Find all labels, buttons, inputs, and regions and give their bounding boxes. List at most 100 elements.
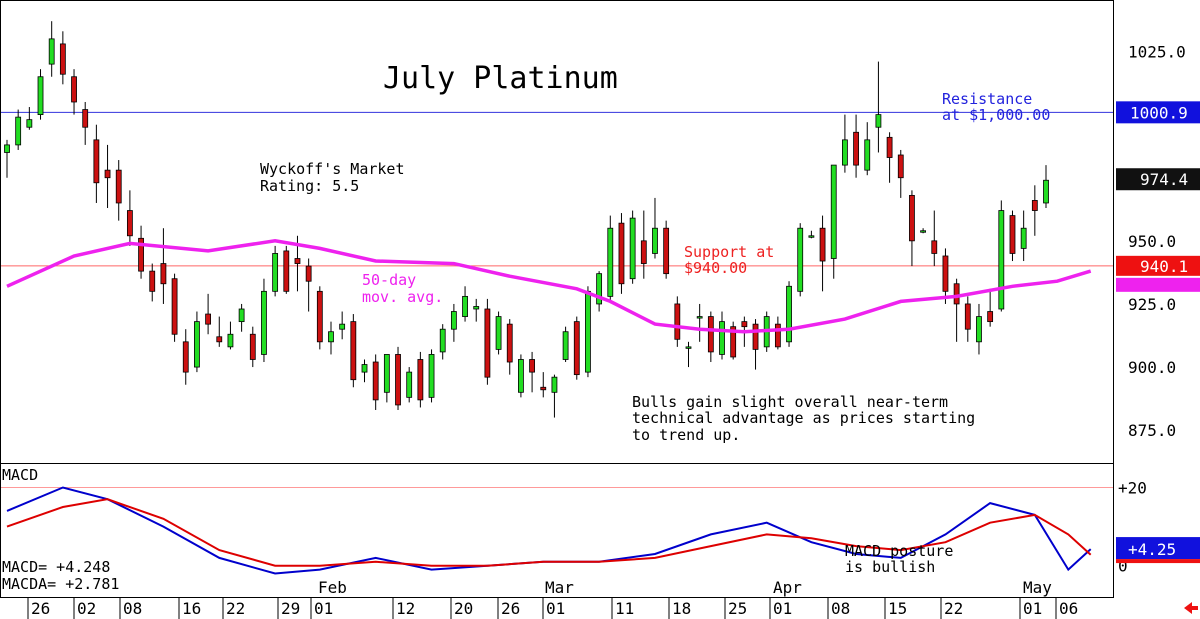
candle (406, 367, 413, 403)
candle-body (238, 308, 245, 323)
candle (115, 160, 122, 221)
day-label: 08 (831, 599, 850, 618)
candle-body (529, 359, 535, 373)
candle (4, 139, 10, 178)
candle (473, 298, 480, 322)
candle-body (964, 303, 971, 330)
candle-body (495, 316, 502, 350)
candle (283, 245, 290, 294)
candle (484, 298, 491, 385)
candle (1009, 210, 1016, 262)
candle (652, 197, 658, 259)
price-tick-label: 875.0 (1128, 421, 1176, 440)
candle (909, 190, 915, 267)
candle-body (59, 43, 66, 75)
candle (126, 190, 133, 246)
candle-body (596, 273, 603, 305)
candle (853, 114, 859, 178)
candle (71, 69, 77, 115)
candle (875, 61, 882, 153)
candle (48, 21, 55, 77)
candle-body (361, 364, 368, 373)
candle-body (484, 308, 491, 378)
candle-body (15, 116, 22, 146)
candle (93, 124, 100, 203)
candle (596, 271, 603, 312)
day-label: 29 (281, 599, 300, 618)
candle (495, 311, 502, 355)
month-label-mar: Mar (545, 578, 574, 597)
month-label-may: May (1023, 578, 1052, 597)
candle (573, 316, 580, 380)
candle (506, 319, 513, 375)
candle-body (998, 210, 1005, 310)
candle-body (674, 303, 681, 340)
back-arrow-icon[interactable] (1184, 602, 1198, 614)
ma-value-box (1116, 277, 1200, 292)
macd-readout-2: MACDA= +2.781 (2, 575, 119, 593)
candle (629, 210, 636, 284)
candle-body (875, 114, 882, 128)
candle (931, 210, 938, 267)
candle-body (48, 38, 55, 65)
candle-body (417, 359, 424, 401)
ma-note-2: mov. avg. (362, 288, 443, 306)
candle (953, 278, 960, 342)
candle-body (1031, 200, 1038, 211)
candle-body (126, 210, 133, 237)
candle (37, 69, 44, 120)
candle (372, 354, 379, 410)
candle (361, 359, 368, 383)
candle (205, 293, 211, 335)
candle (830, 164, 837, 279)
candle (316, 286, 323, 350)
svg-text:+4.25: +4.25 (1128, 540, 1176, 559)
day-label: 01 (314, 599, 333, 618)
candle-body (26, 119, 33, 128)
candle-body (216, 336, 223, 343)
macd-value-box: +4.25 (1116, 537, 1200, 564)
svg-text:974.4: 974.4 (1140, 170, 1188, 189)
candle (540, 372, 547, 398)
candle (529, 351, 535, 393)
candle-body (350, 321, 357, 381)
candle (227, 321, 234, 350)
candle-body (473, 306, 480, 310)
candle-body (562, 331, 569, 360)
candle (920, 228, 927, 234)
candle-body (663, 227, 670, 275)
candle-body (551, 376, 558, 393)
candle (216, 316, 223, 347)
day-label: 26 (501, 599, 520, 618)
candle-body (853, 131, 859, 166)
day-label: 16 (182, 599, 201, 618)
candle-body (149, 270, 156, 292)
candle-body (607, 227, 614, 297)
candle (82, 101, 89, 145)
support-value-box: 940.1 (1116, 255, 1200, 276)
candle (350, 314, 357, 388)
candle (104, 144, 111, 209)
candle (417, 351, 424, 408)
day-label: 15 (888, 599, 907, 618)
day-label: 01 (1023, 599, 1042, 618)
candle-body (272, 253, 279, 292)
candle (942, 248, 949, 304)
candle (819, 215, 826, 292)
candle (886, 132, 893, 183)
candle-body (573, 321, 580, 376)
candle (640, 210, 647, 279)
candle-body (652, 227, 658, 254)
candle (897, 149, 904, 198)
macd-lines (6, 486, 1092, 575)
candle (618, 213, 625, 294)
macd-axis: +20 0 (1118, 478, 1147, 575)
candle-body (1043, 179, 1049, 204)
candle-body (93, 139, 100, 184)
day-label: 26 (31, 599, 50, 618)
candle-body (629, 217, 636, 280)
candle-body (942, 255, 949, 292)
candle (696, 303, 703, 342)
macd-series-macda (6, 498, 1092, 567)
